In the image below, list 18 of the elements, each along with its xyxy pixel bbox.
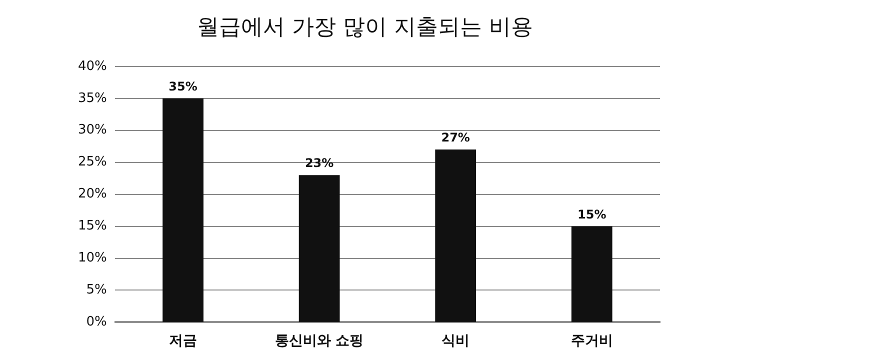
x-tick-label: 저금 bbox=[169, 333, 198, 350]
x-tick-label: 주거비 bbox=[570, 333, 613, 350]
y-tick-label: 0% bbox=[86, 314, 107, 330]
data-label: 15% bbox=[577, 207, 606, 222]
data-label: 27% bbox=[441, 130, 470, 145]
y-tick-label: 5% bbox=[86, 282, 107, 298]
chart-title: 월급에서 가장 많이 지출되는 비용 bbox=[197, 14, 533, 40]
data-label: 23% bbox=[304, 156, 334, 170]
y-tick-label: 10% bbox=[78, 250, 107, 266]
x-tick-label: 통신비와 쇼핑 bbox=[274, 333, 364, 350]
y-tick-label: 20% bbox=[78, 186, 107, 202]
data-label: 35% bbox=[168, 80, 198, 94]
y-tick-label: 15% bbox=[78, 218, 107, 234]
x-tick-label: 식비 bbox=[442, 333, 470, 350]
y-tick-label: 35% bbox=[78, 90, 107, 106]
y-tick-label: 25% bbox=[78, 154, 107, 170]
y-tick-label: 40% bbox=[78, 58, 107, 74]
y-tick-label: 30% bbox=[78, 122, 107, 138]
